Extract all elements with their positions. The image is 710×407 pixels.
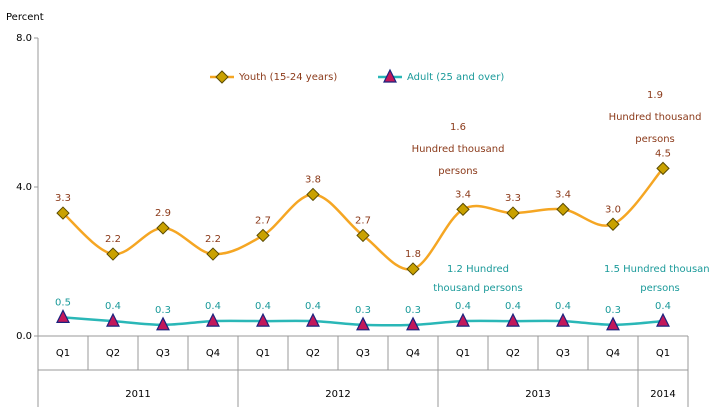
- data-label: 0.4: [655, 301, 671, 312]
- data-label: 1.8: [405, 249, 421, 260]
- data-label: 3.3: [55, 193, 71, 204]
- marker: [56, 206, 70, 220]
- marker: [606, 217, 620, 231]
- data-label: 0.4: [205, 301, 221, 312]
- marker: [656, 312, 670, 327]
- marker: [456, 312, 470, 327]
- annotation: Hundred thousand: [609, 112, 702, 123]
- marker: [356, 228, 370, 243]
- data-label: 3.4: [555, 189, 571, 200]
- data-label: 3.3: [505, 193, 521, 204]
- data-label: 2.2: [205, 234, 221, 245]
- data-label: 2.7: [355, 215, 371, 226]
- marker: [556, 202, 570, 217]
- y-tick-label: 0.0: [16, 331, 32, 342]
- marker: [556, 312, 570, 327]
- data-label: 0.3: [405, 305, 421, 316]
- annotation: thousand persons: [433, 283, 522, 294]
- group-label: 2012: [325, 389, 350, 400]
- marker: [106, 247, 120, 261]
- marker: [506, 206, 520, 220]
- data-label: 2.9: [155, 208, 171, 219]
- x-tick-label: Q1: [656, 348, 670, 359]
- data-label: 2.2: [105, 234, 121, 245]
- data-label: 0.4: [555, 301, 571, 312]
- data-label: 0.4: [505, 301, 521, 312]
- marker: [606, 316, 620, 331]
- data-label: 0.4: [305, 301, 321, 312]
- y-axis-label: Percent: [6, 12, 44, 23]
- marker: [256, 312, 270, 327]
- annotation: 1.9: [647, 90, 663, 101]
- marker: [656, 161, 670, 176]
- x-tick-label: Q1: [56, 348, 70, 359]
- x-tick-label: Q2: [506, 348, 520, 359]
- data-label: 3.0: [605, 204, 621, 215]
- marker: [156, 221, 170, 235]
- x-tick-label: Q3: [156, 348, 170, 359]
- legend-label: Youth (15-24 years): [238, 72, 337, 83]
- data-label: 2.7: [255, 215, 271, 226]
- marker: [206, 312, 220, 327]
- annotation: persons: [640, 283, 680, 294]
- x-tick-label: Q4: [606, 348, 620, 359]
- marker: [506, 312, 520, 327]
- x-tick-label: Q2: [106, 348, 120, 359]
- group-label: 2013: [525, 389, 550, 400]
- data-label: 3.8: [305, 174, 321, 185]
- data-label: 0.3: [355, 305, 371, 316]
- data-label: 0.3: [155, 305, 171, 316]
- group-label: 2011: [125, 389, 150, 400]
- annotation: persons: [635, 134, 675, 145]
- marker: [406, 316, 420, 331]
- marker: [256, 228, 270, 243]
- annotation: 1.5 Hundred thousand: [604, 264, 710, 275]
- data-label: 0.5: [55, 297, 71, 308]
- data-label: 3.4: [455, 189, 471, 200]
- marker: [406, 262, 420, 276]
- x-tick-label: Q3: [556, 348, 570, 359]
- y-tick-label: 8.0: [16, 33, 32, 44]
- data-label: 0.4: [255, 301, 271, 312]
- marker: [106, 312, 120, 327]
- x-tick-label: Q4: [206, 348, 220, 359]
- x-tick-label: Q1: [256, 348, 270, 359]
- x-tick-label: Q4: [406, 348, 420, 359]
- marker: [56, 309, 70, 323]
- marker: [356, 316, 370, 331]
- marker: [456, 202, 470, 217]
- annotation: 1.6: [450, 122, 466, 133]
- annotation: 1.2 Hundred: [447, 264, 509, 275]
- data-label: 0.4: [455, 301, 471, 312]
- marker: [383, 68, 397, 83]
- marker: [306, 312, 320, 327]
- x-tick-label: Q3: [356, 348, 370, 359]
- annotation: persons: [438, 166, 478, 177]
- data-label: 0.4: [105, 301, 121, 312]
- x-tick-label: Q2: [306, 348, 320, 359]
- group-label: 2014: [650, 389, 675, 400]
- legend-label: Adult (25 and over): [407, 72, 504, 83]
- marker: [215, 70, 229, 84]
- marker: [156, 316, 170, 331]
- marker: [206, 247, 220, 261]
- annotation: Hundred thousand: [412, 144, 505, 155]
- x-tick-label: Q1: [456, 348, 470, 359]
- data-label: 4.5: [655, 148, 671, 159]
- y-tick-label: 4.0: [16, 182, 32, 193]
- data-label: 0.3: [605, 305, 621, 316]
- marker: [306, 187, 320, 202]
